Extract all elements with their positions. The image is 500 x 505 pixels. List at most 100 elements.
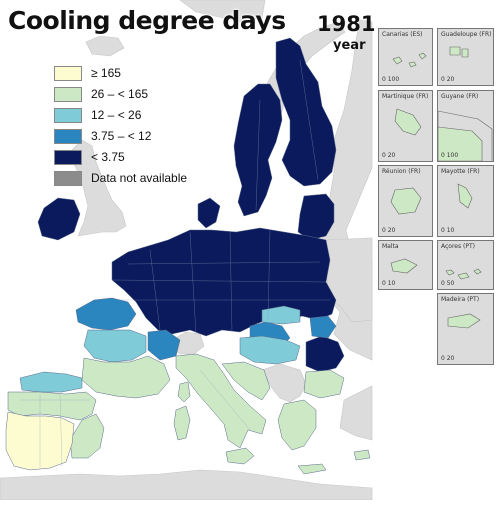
- inset-label: Malta: [382, 243, 399, 250]
- region-class-lt375: [37, 37, 345, 373]
- inset-map: [394, 108, 422, 136]
- sardinia-region: [173, 405, 191, 441]
- legend-item: 3.75 – < 12: [54, 129, 254, 145]
- inset-map: [447, 313, 481, 329]
- poland-south-region: [261, 305, 301, 325]
- region-class-26-165: [7, 353, 371, 475]
- inset-scale: 0 10: [441, 227, 455, 234]
- legend-label: ≥ 165: [91, 66, 121, 80]
- legend-swatch: [54, 66, 82, 81]
- inset-label: Madeira (PT): [441, 296, 480, 303]
- inset-map: [457, 183, 473, 209]
- bulgaria-region: [303, 369, 345, 399]
- legend-swatch: [54, 108, 82, 123]
- inset-scale: 0 50: [441, 280, 455, 287]
- year-label: year: [333, 38, 366, 53]
- legend-item: 26 – < 165: [54, 87, 254, 103]
- inset-label: Guadeloupe (FR): [441, 31, 492, 38]
- inset-region: [390, 258, 418, 274]
- map-title: Cooling degree days: [8, 6, 286, 35]
- inset-label: Martinique (FR): [382, 93, 429, 100]
- denmark-region: [197, 197, 221, 229]
- inset-scale: 0 20: [441, 76, 455, 83]
- turkey-land: [339, 385, 373, 441]
- iceland-land: [85, 35, 125, 57]
- inset-label: Açores (PT): [441, 243, 475, 250]
- spain-north-region: [19, 371, 83, 393]
- legend-label: 3.75 – < 12: [91, 129, 152, 143]
- ireland-region: [37, 197, 81, 241]
- inset-label: Réunion (FR): [382, 168, 421, 175]
- balkans-land: [261, 363, 307, 403]
- region-class-375-12: [75, 297, 337, 361]
- greece-region: [277, 399, 317, 451]
- inset-panel: Guyane (FR) 0 100: [437, 90, 494, 162]
- baltic-states-region: [297, 193, 335, 241]
- central-france-region: [83, 329, 147, 363]
- inset-region: [457, 183, 473, 209]
- inset-panel: Réunion (FR) 0 20: [378, 165, 433, 237]
- inset-panel: Mayotte (FR) 0 10: [437, 165, 494, 237]
- legend-swatch: [54, 87, 82, 102]
- southern-france-region: [81, 355, 171, 399]
- inset-panel: Canarias (ES) 0 100: [378, 28, 433, 86]
- sicily-region: [225, 447, 255, 465]
- uk-land: [71, 139, 127, 237]
- inset-region: [445, 268, 482, 280]
- inset-map: [392, 52, 427, 68]
- inset-scale: 0 20: [382, 227, 396, 234]
- hungary-region: [239, 335, 301, 365]
- inset-map: [390, 258, 418, 274]
- inset-region: [447, 313, 481, 329]
- inset-region: [392, 52, 427, 68]
- finland-region: [275, 37, 337, 187]
- inset-panel: Malta 0 10: [378, 240, 433, 290]
- corsica-region: [177, 381, 191, 403]
- north-africa-land: [0, 469, 373, 501]
- inset-scale: 0 20: [441, 355, 455, 362]
- inset-map: [390, 187, 422, 215]
- inset-panel: Madeira (PT) 0 20: [437, 293, 494, 365]
- legend-item: ≥ 165: [54, 66, 254, 82]
- region-class-12-26: [19, 305, 301, 393]
- eu-regions: [5, 37, 371, 475]
- inset-map: [438, 110, 493, 161]
- inset-scale: 0 10: [382, 280, 396, 287]
- inset-panel: Açores (PT) 0 50: [437, 240, 494, 290]
- legend-label: < 3.75: [91, 150, 125, 164]
- balkan-coast-region: [221, 361, 271, 401]
- inset-scale: 0 20: [382, 152, 396, 159]
- inset-panel: Guadeloupe (FR) 0 20: [437, 28, 494, 86]
- year-value: 1981: [317, 12, 376, 36]
- inset-scale: 0 100: [441, 152, 459, 159]
- legend-item: Data not available: [54, 171, 254, 187]
- inset-label: Mayotte (FR): [441, 168, 480, 175]
- inset-panel: Martinique (FR) 0 20: [378, 90, 433, 162]
- legend-label: 12 – < 26: [91, 108, 142, 122]
- inset-label: Guyane (FR): [441, 93, 479, 100]
- northern-france-region: [75, 297, 137, 331]
- border-line: [111, 229, 330, 335]
- crete-region: [297, 463, 327, 475]
- inset-region: [394, 108, 422, 136]
- non-eu-land: [0, 0, 373, 501]
- legend-item: 12 – < 26: [54, 108, 254, 124]
- legend-swatch: [54, 171, 82, 186]
- border-line: [20, 59, 319, 468]
- inset-region: [390, 187, 422, 215]
- region-borders: [20, 59, 330, 468]
- inset-map: [445, 268, 482, 280]
- legend-label: Data not available: [91, 171, 188, 185]
- inset-region: [438, 126, 483, 161]
- cyprus-region: [353, 449, 371, 461]
- inset-map: [449, 46, 469, 58]
- inset-scale: 0 100: [382, 76, 400, 83]
- inset-label: Canarias (ES): [382, 31, 423, 38]
- greenland-land: [179, 0, 266, 23]
- italy-region: [175, 353, 267, 449]
- legend-item: < 3.75: [54, 150, 254, 166]
- legend-swatch: [54, 150, 82, 165]
- inset-region: [449, 46, 469, 58]
- legend-label: 26 – < 165: [91, 87, 149, 101]
